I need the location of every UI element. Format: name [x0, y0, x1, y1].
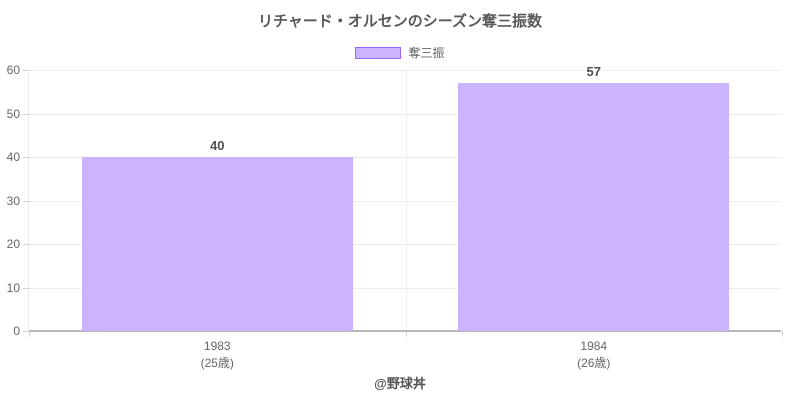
ytick-mark-60 — [23, 70, 29, 71]
legend-item[interactable]: 奪三振 — [355, 44, 445, 61]
ytick-label-0: 0 — [13, 324, 20, 338]
gridline-y-30 — [29, 200, 781, 202]
ytick-label-40: 40 — [6, 150, 20, 164]
xtick-mark-2 — [782, 331, 783, 337]
bar-1983[interactable] — [81, 157, 353, 331]
gridline-y-60 — [29, 70, 781, 71]
ytick-label-60: 60 — [6, 63, 20, 77]
bar-value-label-1983: 40 — [210, 138, 225, 153]
legend: 奪三振 — [0, 44, 800, 61]
ytick-label-30: 30 — [6, 193, 20, 208]
gridline-y-50 — [29, 113, 781, 115]
bar-1984[interactable] — [458, 83, 730, 331]
bar-value-label-1984: 57 — [586, 64, 601, 80]
ytick-mark-0 — [23, 331, 29, 332]
ytick-mark-30 — [23, 200, 29, 202]
ytick-mark-10 — [23, 287, 29, 289]
legend-label: 奪三振 — [408, 46, 445, 60]
gridline-y-40 — [29, 157, 781, 158]
ytick-mark-40 — [23, 157, 29, 158]
gridline-y-20 — [29, 244, 781, 245]
xcat-label-1984: 1984 (26歳) — [577, 339, 611, 370]
ytick-label-20: 20 — [6, 237, 20, 251]
ytick-label-10: 10 — [6, 280, 20, 295]
ytick-mark-50 — [23, 113, 29, 115]
xtick-mark-1 — [405, 331, 407, 337]
ytick-mark-20 — [23, 244, 29, 245]
gridline-x-1 — [405, 70, 407, 331]
chart-title: リチャード・オルセンのシーズン奪三振数 — [257, 13, 543, 30]
x-axis-line — [29, 330, 781, 332]
xcat-label-1983: 1983 (25歳) — [200, 339, 234, 370]
legend-swatch-icon — [355, 46, 402, 59]
ytick-label-50: 50 — [6, 106, 20, 121]
gridline-y-10 — [29, 287, 781, 289]
plot-area: 0 10 20 30 40 50 60 40 1983 (25歳) 57 1984 (26歳) — [7, 63, 783, 370]
chart-footer-credit: @野球丼 — [374, 376, 426, 391]
xtick-mark-0 — [29, 331, 30, 337]
